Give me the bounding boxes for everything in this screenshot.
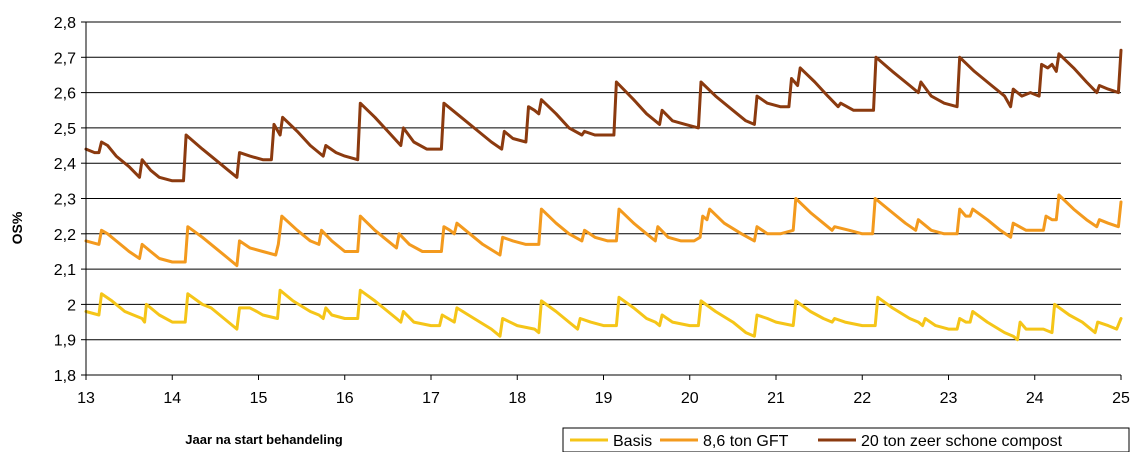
- y-axis-label: OS%: [9, 211, 25, 244]
- x-tick-label: 20: [681, 390, 699, 407]
- x-tick-label: 18: [508, 390, 526, 407]
- grid-lines: [86, 21, 1121, 341]
- y-tick-label: 2,5: [54, 121, 76, 138]
- y-tick-label: 2,8: [54, 15, 76, 32]
- legend-label: 20 ton zeer schone compost: [861, 433, 1063, 450]
- y-tick-label: 2,1: [54, 262, 76, 279]
- x-tick-label: 16: [336, 390, 354, 407]
- x-tick-label: 19: [595, 390, 613, 407]
- x-tick-label: 23: [940, 390, 958, 407]
- y-tick-label: 2,6: [54, 86, 76, 103]
- legend: Basis 8,6 ton GFT 20 ton zeer schone compo…: [562, 427, 1130, 453]
- legend-label: 8,6 ton GFT: [703, 433, 789, 450]
- x-tick-label: 15: [250, 390, 268, 407]
- y-tick-label: 1,8: [54, 368, 76, 385]
- series-line-3: [84, 48, 1123, 183]
- axes: 1,8 1,9 2 2,1 2,2 2,3 2,4 2,5 2,6 2,7 2,8 13 14 15 16 1…: [54, 15, 1130, 407]
- x-axis-label: Jaar na start behandeling: [185, 432, 343, 447]
- y-tick-label: 1,9: [54, 333, 76, 350]
- y-tick-label: 2,4: [54, 156, 76, 173]
- x-tick-label: 25: [1112, 390, 1130, 407]
- y-tick-label: 2,3: [54, 192, 76, 209]
- x-tick-label: 24: [1026, 390, 1044, 407]
- y-tick-label: 2: [67, 297, 76, 314]
- x-tick-label: 17: [422, 390, 440, 407]
- legend-label: Basis: [613, 433, 652, 450]
- y-tick-label: 2,2: [54, 227, 76, 244]
- x-tick-label: 22: [853, 390, 871, 407]
- x-tick-label: 14: [163, 390, 181, 407]
- series-lines: [84, 48, 1123, 342]
- series-line-1: [84, 288, 1123, 342]
- series-line-2: [84, 193, 1123, 268]
- x-tick-label: 21: [767, 390, 785, 407]
- x-tick-label: 13: [77, 390, 95, 407]
- y-tick-label: 2,7: [54, 50, 76, 67]
